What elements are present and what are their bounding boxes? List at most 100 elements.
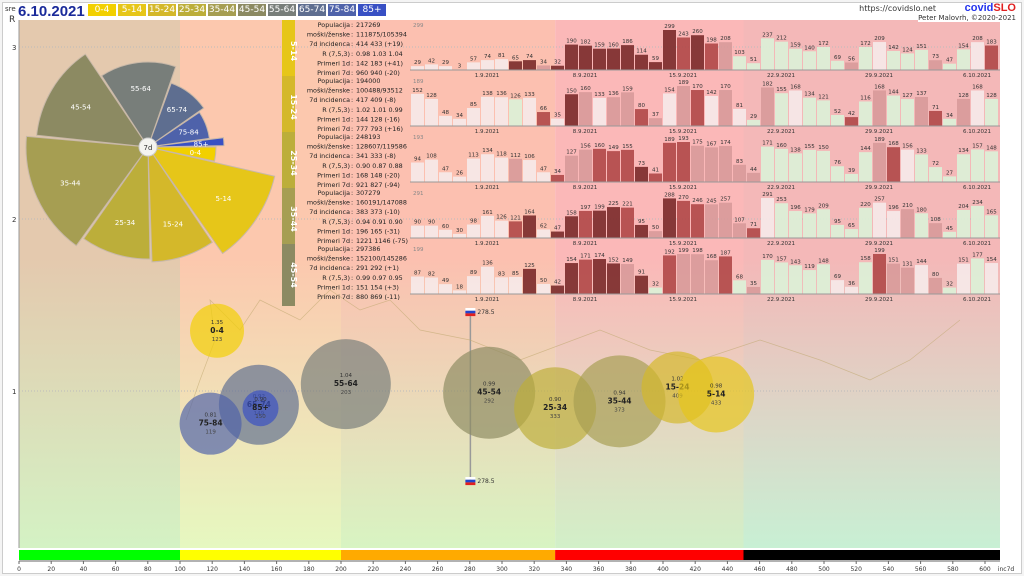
date-tick-label: 6.10.2021 — [963, 185, 991, 191]
bar — [607, 48, 620, 70]
date-tick-label: 15.9.2021 — [669, 73, 697, 79]
bar — [831, 280, 844, 294]
bar-value-label: 32 — [946, 282, 953, 288]
bar — [761, 87, 774, 126]
bar — [887, 95, 900, 126]
bar — [957, 98, 970, 126]
bubble-r-value: 0.90 — [549, 397, 562, 403]
bar-value-label: 32 — [652, 282, 659, 288]
bar-value-label: 81 — [498, 53, 505, 59]
bar-value-label: 56 — [848, 57, 855, 63]
stat-colon: : — [351, 115, 353, 123]
stat-value: 777 793 (+16) — [356, 125, 403, 133]
bar-value-label: 87 — [414, 271, 421, 277]
bar — [761, 259, 774, 294]
x-tick-label: 560 — [915, 566, 927, 573]
bar-value-label: 113 — [468, 153, 479, 159]
pie-center-label: 7d — [144, 144, 153, 152]
bar-value-label: 209 — [874, 36, 885, 42]
bar-value-label: 174 — [720, 140, 731, 146]
bar-value-label: 158 — [860, 256, 871, 262]
panel-group-label: 25-34 — [289, 150, 298, 176]
bar — [971, 42, 984, 70]
bar-value-label: 121 — [818, 94, 829, 100]
bar — [747, 286, 760, 294]
bar — [607, 151, 620, 182]
bar — [985, 45, 998, 70]
site-url[interactable]: https://covidslo.net — [859, 4, 936, 13]
bar — [733, 280, 746, 294]
bar — [985, 151, 998, 182]
date-tick-label: 29.9.2021 — [865, 73, 893, 79]
stat-colon: : — [351, 50, 353, 58]
bar — [551, 65, 564, 70]
bar — [943, 63, 956, 70]
bar — [733, 223, 746, 238]
stat-label: Populacija — [318, 77, 350, 85]
panel-group-label: 15-24 — [289, 94, 298, 120]
bar — [649, 118, 662, 126]
bar-value-label: 126 — [496, 215, 507, 221]
bar-value-label: 131 — [902, 262, 913, 268]
bar — [929, 167, 942, 182]
pie-label: 15-24 — [163, 221, 184, 229]
stat-label: 7d incidenca — [309, 96, 350, 104]
bar — [411, 225, 424, 238]
bar-value-label: 134 — [958, 148, 969, 154]
stat-value: 414 433 (+19) — [356, 40, 403, 48]
bar — [705, 95, 718, 126]
x-tick-label: 220 — [367, 566, 379, 573]
zone-bar — [743, 550, 1000, 560]
stat-label: 7d incidenca — [309, 152, 350, 160]
bar — [971, 258, 984, 294]
bar — [845, 173, 858, 182]
bar-value-label: 29 — [414, 60, 421, 66]
bar-value-label: 37 — [652, 112, 659, 118]
bar — [789, 153, 802, 182]
pie-label: 45-54 — [71, 104, 92, 112]
stat-value: 152100/145286 — [356, 255, 407, 263]
bar-value-label: 148 — [818, 258, 829, 264]
stat-value: 0.98 1.03 1.04 — [356, 50, 403, 58]
bar-value-label: 168 — [972, 84, 983, 90]
bar-value-label: 127 — [566, 150, 577, 156]
bubble-inc-value: 119 — [205, 430, 216, 436]
slovenia-value: 278.5 — [477, 478, 494, 485]
bar-value-label: 161 — [482, 210, 493, 216]
x-tick-label: 600 — [979, 566, 991, 573]
bar — [593, 210, 606, 238]
bar-value-label: 128 — [958, 93, 969, 99]
bar — [943, 176, 956, 182]
stat-label: R (7,5,3) — [322, 218, 350, 226]
bar-value-label: 182 — [762, 81, 773, 87]
stat-colon: : — [351, 218, 353, 226]
bar-value-label: 168 — [790, 84, 801, 90]
bar-value-label: 154 — [958, 43, 969, 49]
bubble-0-4[interactable]: 1.350-4 123 — [190, 303, 245, 358]
pie-slice-85+ — [147, 137, 225, 148]
stat-value: 1.02 1.01 0.99 — [356, 106, 403, 114]
x-tick-label: 180 — [303, 566, 315, 573]
bar — [579, 45, 592, 70]
bubble-5-14[interactable]: 0.985-14 433 — [678, 356, 755, 433]
bar-value-label: 73 — [932, 54, 939, 60]
bar-value-label: 155 — [776, 87, 787, 93]
bar — [649, 62, 662, 70]
bar — [495, 157, 508, 182]
stat-label: moški/ženske — [307, 31, 350, 39]
pie-label: 25-34 — [115, 219, 136, 227]
date-tick-label: 15.9.2021 — [669, 241, 697, 247]
bar — [649, 287, 662, 294]
bar — [957, 263, 970, 294]
bar-value-label: 65 — [848, 223, 855, 229]
bar-value-label: 137 — [916, 91, 927, 97]
panel-35-44: 35-44Populacija:307279moški/ženske:16019… — [282, 188, 1000, 250]
bar — [481, 154, 494, 182]
bar-value-label: 142 — [706, 90, 717, 96]
bar — [845, 117, 858, 126]
